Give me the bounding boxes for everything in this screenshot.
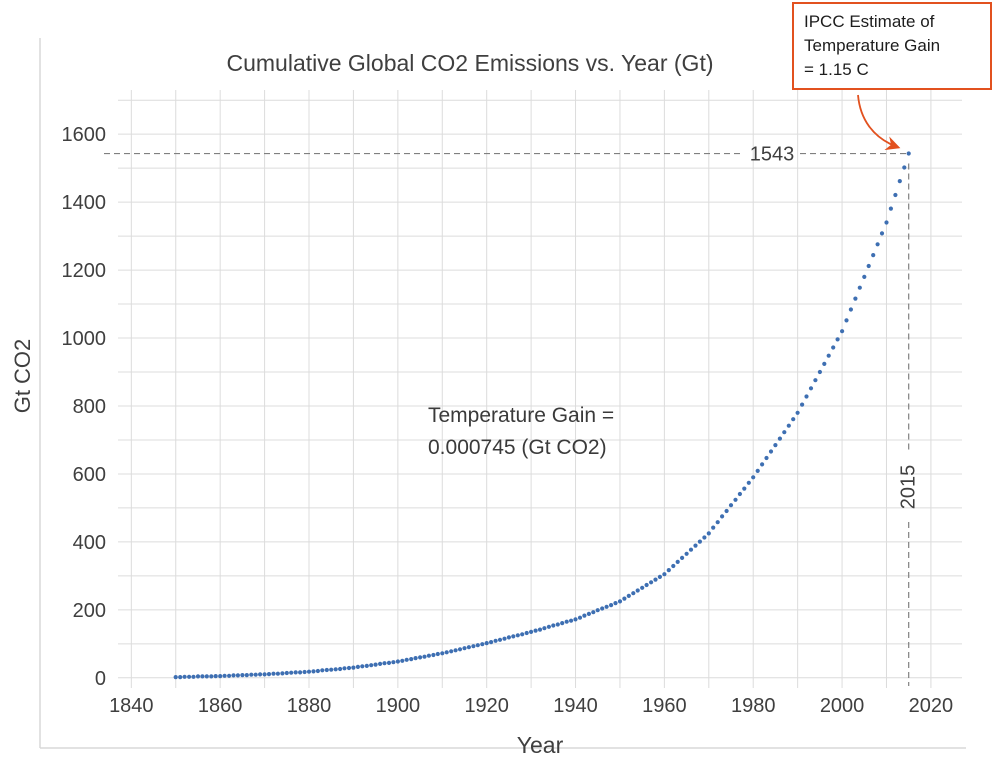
x-tick-labels: 1840 1860 1880 1900 1920 1940 1960 1980 2000 2020 — [109, 695, 953, 717]
svg-text:1840: 1840 — [109, 695, 154, 717]
callout-arrow — [857, 94, 901, 151]
data-series — [173, 151, 911, 680]
chart-frame — [39, 38, 966, 749]
svg-text:1960: 1960 — [642, 695, 687, 717]
slope-annotation: Temperature Gain = 0.000745 (Gt CO2) — [428, 400, 614, 464]
x-axis-label: Year — [516, 732, 564, 758]
y-tick-labels: 0 200 400 600 800 1000 1200 1400 1600 — [62, 124, 107, 690]
svg-text:1200: 1200 — [62, 260, 107, 282]
svg-text:800: 800 — [73, 396, 106, 418]
svg-text:1940: 1940 — [553, 695, 598, 717]
y-axis-label: Gt CO2 — [10, 338, 35, 414]
svg-text:1900: 1900 — [376, 695, 421, 717]
svg-text:1400: 1400 — [62, 192, 107, 214]
year-reference-label: 2015 — [898, 465, 920, 510]
svg-text:1860: 1860 — [198, 695, 243, 717]
svg-text:1880: 1880 — [287, 695, 332, 717]
ipcc-callout-line1: IPCC Estimate of — [804, 12, 935, 31]
svg-text:1000: 1000 — [62, 328, 107, 350]
svg-text:1600: 1600 — [62, 124, 107, 146]
svg-text:0: 0 — [95, 668, 106, 690]
value-reference-label: 1543 — [750, 144, 795, 166]
svg-text:200: 200 — [73, 600, 106, 622]
svg-text:1980: 1980 — [731, 695, 776, 717]
reference-lines — [104, 152, 910, 686]
svg-text:2000: 2000 — [820, 695, 865, 717]
svg-text:400: 400 — [73, 532, 106, 554]
svg-text:1920: 1920 — [464, 695, 509, 717]
ipcc-callout-line3: = 1.15 C — [804, 59, 869, 79]
slope-annotation-line1: Temperature Gain = — [428, 404, 615, 427]
chart-title: Cumulative Global CO2 Emissions vs. Year… — [226, 50, 714, 76]
ipcc-callout: IPCC Estimate of Temperature Gain = 1.15… — [792, 2, 992, 91]
ipcc-callout-line2: Temperature Gain — [804, 35, 941, 55]
gridlines — [118, 90, 962, 688]
slope-annotation-line2: 0.000745 (Gt CO2) — [428, 436, 607, 459]
svg-text:600: 600 — [73, 464, 106, 486]
svg-text:2020: 2020 — [909, 695, 954, 717]
